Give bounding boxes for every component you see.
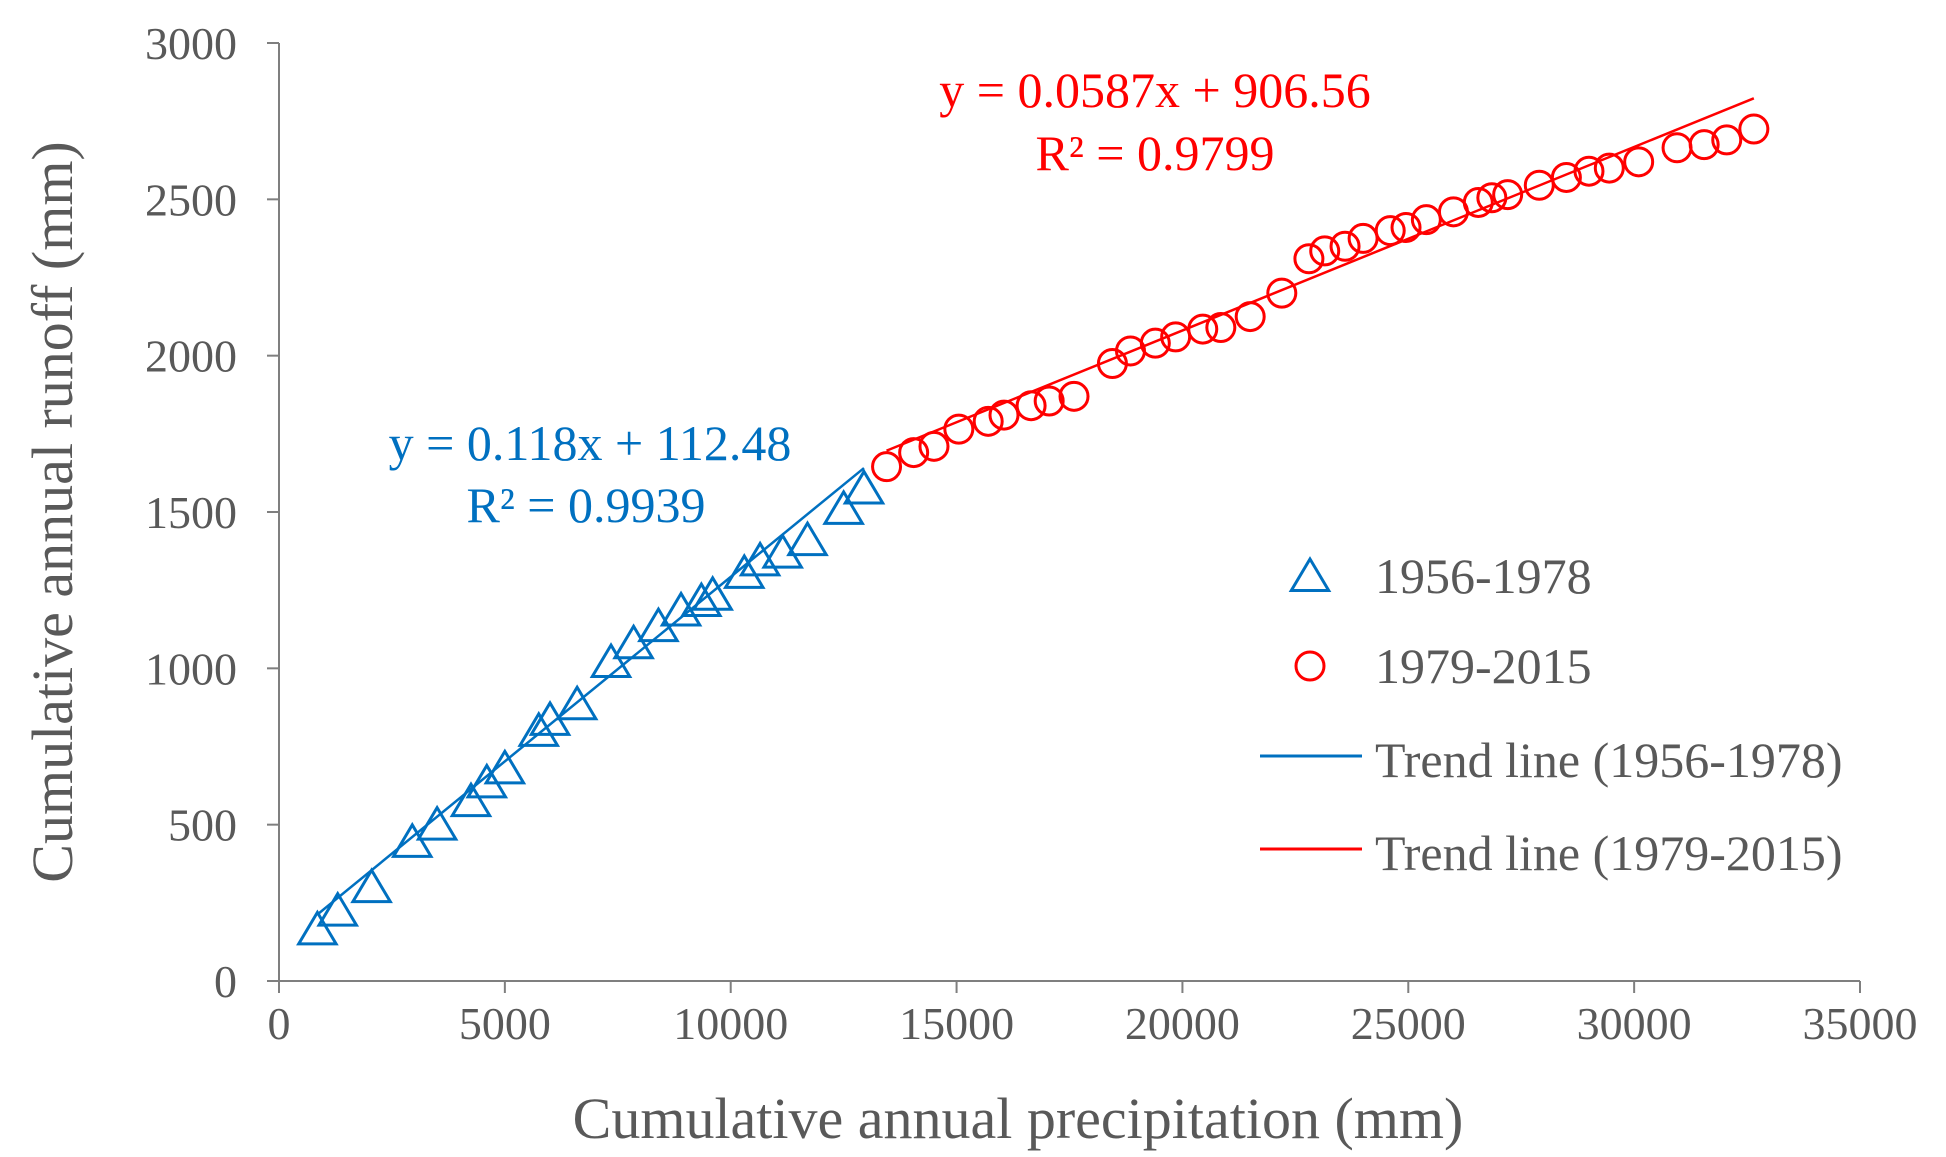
data-point-triangle — [822, 488, 865, 525]
y-tick-label: 500 — [168, 800, 237, 851]
data-point-circle — [1187, 313, 1219, 345]
data-point-circle — [898, 437, 930, 469]
red-equation: y = 0.0587x + 906.56 — [939, 62, 1370, 118]
data-point-triangle — [659, 590, 703, 627]
x-tick-label: 20000 — [1125, 998, 1240, 1049]
data-point-circle — [1309, 235, 1341, 267]
x-tick-label: 0 — [268, 998, 291, 1049]
data-point-circle — [1462, 186, 1494, 218]
data-point-circle — [871, 451, 903, 483]
x-tick-label: 25000 — [1351, 998, 1466, 1049]
red-r2: R² = 0.9799 — [1035, 125, 1274, 181]
data-point-circle — [1347, 222, 1379, 254]
x-tick-label: 5000 — [459, 998, 551, 1049]
x-ticks: 0 5000 10000 15000 20000 25000 30000 35000 — [268, 981, 1918, 1049]
data-point-circle — [1205, 312, 1237, 344]
legend-symbol-triangle — [1288, 556, 1332, 592]
y-ticks: 0 500 1000 1500 2000 2500 3000 — [145, 18, 279, 1007]
trend-line-1 — [316, 467, 865, 916]
data-point-triangle — [842, 468, 886, 505]
data-point-circle — [1476, 182, 1508, 214]
data-point-circle — [1139, 327, 1171, 359]
data-point-circle — [1738, 113, 1770, 145]
data-point-circle — [972, 405, 1004, 437]
data-point-circle — [1661, 132, 1693, 164]
blue-r2: R² = 0.9939 — [466, 477, 705, 533]
legend: 1956-1978 1979-2015 Trend line (1956-1978)… — [1260, 548, 1843, 881]
data-point-triangle — [350, 867, 393, 904]
data-point-triangle — [555, 684, 599, 721]
x-axis-title: Cumulative annual precipitation (mm) — [573, 1086, 1464, 1151]
data-point-circle — [1688, 129, 1720, 161]
data-point-triangle — [415, 804, 459, 841]
data-point-circle — [1293, 243, 1325, 275]
data-point-triangle — [786, 520, 829, 557]
y-tick-label: 3000 — [145, 18, 237, 69]
legend-label: 1956-1978 — [1375, 548, 1592, 604]
legend-symbol-circle — [1294, 650, 1326, 682]
data-point-circle — [1234, 301, 1266, 333]
data-point-circle — [1058, 380, 1090, 412]
data-point-triangle — [722, 553, 766, 589]
data-point-circle — [943, 413, 975, 445]
data-point-circle — [1623, 146, 1655, 178]
data-point-circle — [1711, 124, 1743, 156]
data-point-circle — [1550, 161, 1582, 193]
trend-line-2 — [886, 97, 1755, 452]
data-point-triangle — [316, 890, 360, 927]
data-point-circle — [1329, 230, 1361, 262]
data-point-circle — [1015, 390, 1047, 422]
data-point-circle — [1492, 179, 1524, 211]
x-tick-label: 15000 — [899, 998, 1014, 1049]
data-point-circle — [918, 430, 950, 462]
data-point-triangle — [449, 781, 493, 818]
data-point-triangle — [296, 909, 339, 946]
data-point-triangle — [680, 581, 723, 618]
data-point-triangle — [517, 710, 561, 747]
data-point-triangle — [483, 748, 527, 785]
legend-label: Trend line (1979-2015) — [1375, 825, 1843, 881]
x-tick-label: 30000 — [1577, 998, 1692, 1049]
y-tick-label: 2500 — [145, 174, 237, 225]
y-axis-title: Cumulative annual runoff (mm) — [20, 141, 85, 882]
data-point-triangle — [465, 762, 509, 799]
data-point-circle — [1033, 385, 1065, 417]
x-tick-label: 10000 — [673, 998, 788, 1049]
x-tick-label: 35000 — [1803, 998, 1918, 1049]
data-point-triangle — [691, 574, 734, 611]
data-point-circle — [1266, 277, 1298, 309]
data-point-circle — [1573, 155, 1605, 187]
legend-label: Trend line (1956-1978) — [1375, 732, 1843, 788]
y-tick-label: 0 — [214, 956, 237, 1007]
data-point-circle — [988, 399, 1020, 431]
blue-equation: y = 0.118x + 112.48 — [389, 415, 792, 471]
y-tick-label: 2000 — [145, 331, 237, 382]
data-point-circle — [1374, 215, 1406, 247]
data-point-circle — [1593, 152, 1625, 184]
y-tick-label: 1000 — [145, 643, 237, 694]
data-points — [296, 113, 1770, 946]
data-point-circle — [1390, 211, 1422, 243]
legend-label: 1979-2015 — [1375, 638, 1592, 694]
data-point-triangle — [589, 642, 633, 679]
y-tick-label: 1500 — [145, 487, 237, 538]
